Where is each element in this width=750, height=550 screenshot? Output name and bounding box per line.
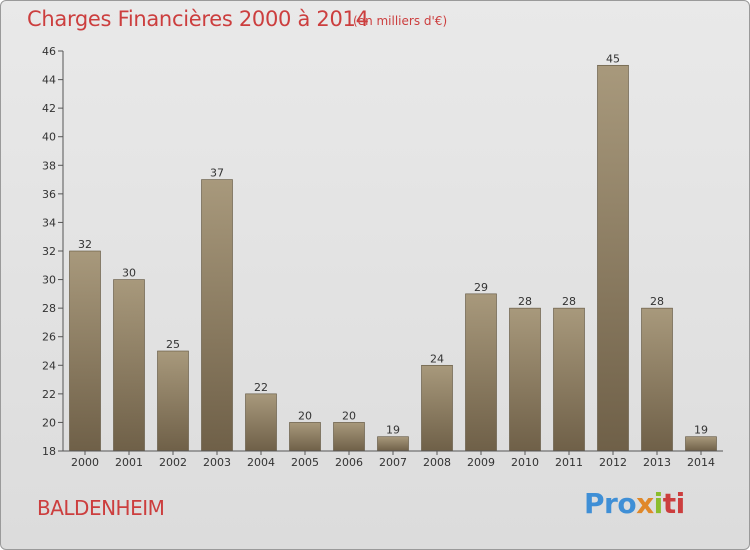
bar xyxy=(465,293,497,452)
x-tick-label: 2010 xyxy=(511,456,539,469)
bar-value-label: 28 xyxy=(518,295,532,308)
bar xyxy=(377,436,409,452)
bar-value-label: 32 xyxy=(78,238,92,251)
bar xyxy=(641,307,673,452)
bar xyxy=(113,279,145,452)
y-tick-label: 28 xyxy=(42,302,56,315)
x-tick-label: 2007 xyxy=(379,456,407,469)
bar-value-label: 20 xyxy=(342,409,356,422)
bar-value-label: 19 xyxy=(694,424,708,437)
bar xyxy=(333,422,365,452)
bar-value-label: 22 xyxy=(254,381,268,394)
x-tick-label: 2011 xyxy=(555,456,583,469)
x-tick-label: 2008 xyxy=(423,456,451,469)
chart-title: Charges Financières 2000 à 2014 xyxy=(27,7,369,31)
y-tick-label: 44 xyxy=(42,74,56,87)
logo-part-1: Pro xyxy=(584,487,637,520)
y-tick-label: 46 xyxy=(42,45,56,58)
y-tick-label: 20 xyxy=(42,416,56,429)
y-tick-label: 36 xyxy=(42,188,56,201)
proxiti-logo: Proxiti xyxy=(584,487,685,520)
bar xyxy=(289,422,321,452)
y-tick-label: 26 xyxy=(42,331,56,344)
bar xyxy=(685,436,717,452)
y-tick-label: 38 xyxy=(42,159,56,172)
x-tick-label: 2009 xyxy=(467,456,495,469)
y-tick-label: 40 xyxy=(42,131,56,144)
x-tick-label: 2005 xyxy=(291,456,319,469)
bar xyxy=(509,307,541,452)
city-name: BALDENHEIM xyxy=(37,496,165,520)
x-tick-label: 2000 xyxy=(71,456,99,469)
bar-value-label: 45 xyxy=(606,52,620,65)
logo-part-3: i xyxy=(653,487,664,520)
bar-value-label: 28 xyxy=(562,295,576,308)
x-tick-label: 2006 xyxy=(335,456,363,469)
x-tick-label: 2003 xyxy=(203,456,231,469)
bars: 32 30 25 37 22 20 20 19 24 29 28 28 45 28 19 xyxy=(69,52,717,452)
y-tick-label: 32 xyxy=(42,245,56,258)
x-tick-label: 2001 xyxy=(115,456,143,469)
x-tick-label: 2002 xyxy=(159,456,187,469)
x-tick-label: 2012 xyxy=(599,456,627,469)
y-tick-label: 24 xyxy=(42,359,56,372)
bar-chart: 18 20 22 24 26 28 30 32 34 36 38 40 42 44 46 32 30 25 37 2… xyxy=(42,45,723,469)
bar-value-label: 25 xyxy=(166,338,180,351)
x-tick-label: 2014 xyxy=(687,456,715,469)
chart-subtitle: (en milliers d'€) xyxy=(353,14,448,28)
y-tick-label: 34 xyxy=(42,216,56,229)
bar-value-label: 20 xyxy=(298,409,312,422)
bar-value-label: 30 xyxy=(122,267,136,280)
y-tick-label: 22 xyxy=(42,388,56,401)
x-axis: 2000 2001 2002 2003 2004 2005 2006 2007 2008 2009… xyxy=(63,450,723,469)
y-axis: 18 20 22 24 26 28 30 32 34 36 38 40 42 44 46 xyxy=(42,45,64,458)
bar xyxy=(553,307,585,452)
bar xyxy=(201,179,233,452)
bar-value-label: 37 xyxy=(210,167,224,180)
bar-value-label: 19 xyxy=(386,424,400,437)
bar xyxy=(421,364,453,452)
x-tick-label: 2004 xyxy=(247,456,275,469)
bar-value-label: 24 xyxy=(430,352,444,365)
bar xyxy=(597,64,629,452)
logo-part-4: ti xyxy=(662,487,685,520)
y-tick-label: 30 xyxy=(42,274,56,287)
bar-value-label: 28 xyxy=(650,295,664,308)
logo-part-2: x xyxy=(636,487,654,520)
bar-value-label: 29 xyxy=(474,281,488,294)
bar xyxy=(157,350,189,452)
bar xyxy=(69,250,101,452)
y-tick-label: 18 xyxy=(42,445,56,458)
bar xyxy=(245,393,277,452)
x-tick-label: 2013 xyxy=(643,456,671,469)
y-tick-label: 42 xyxy=(42,102,56,115)
